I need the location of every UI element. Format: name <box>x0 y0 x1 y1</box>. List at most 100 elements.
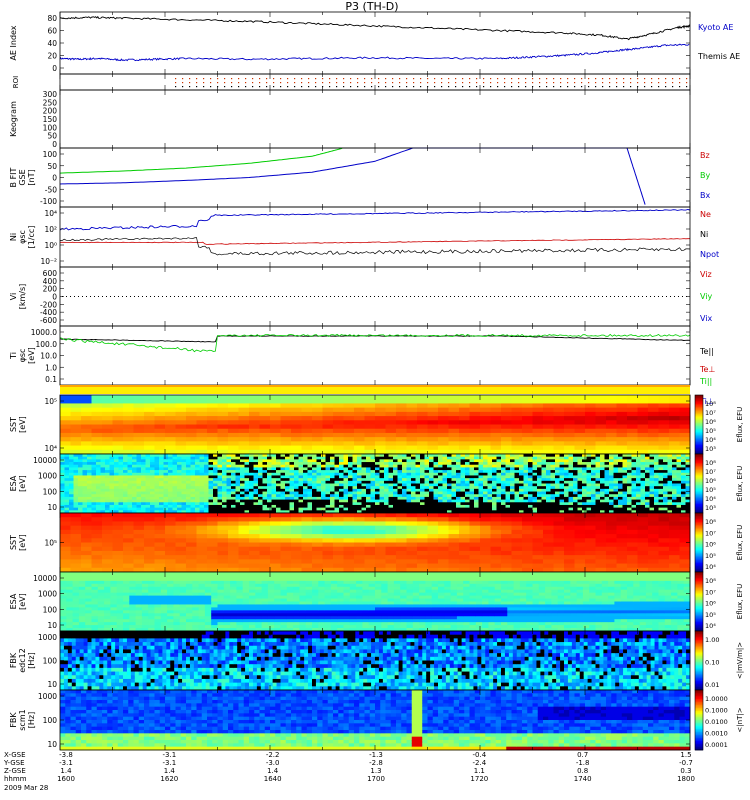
heat-cell <box>325 454 331 458</box>
heat-cell <box>496 491 502 495</box>
roi-dot <box>364 78 366 80</box>
heat-cell <box>402 486 407 490</box>
heat-cell <box>258 502 263 506</box>
heat-cell <box>81 449 92 455</box>
y-tick-label: 10⁴ <box>44 209 57 218</box>
heat-cell <box>186 483 191 487</box>
heat-cell <box>505 470 511 474</box>
zero-dot <box>118 296 119 297</box>
heat-cell <box>492 486 497 490</box>
zero-dot <box>322 296 323 297</box>
roi-dot <box>665 86 667 88</box>
heat-cell <box>168 480 173 484</box>
roi-dot <box>637 82 639 84</box>
heat-cell <box>276 475 281 479</box>
heat-cell <box>334 456 340 460</box>
heat-cell <box>82 478 88 482</box>
heat-cell <box>505 499 511 503</box>
heat-cell <box>393 504 398 509</box>
heat-cell <box>456 480 461 484</box>
heat-cell <box>316 499 322 503</box>
roi-dot <box>238 86 240 88</box>
heat-cell <box>577 504 583 509</box>
heat-cell <box>480 445 491 451</box>
colorbar-cell <box>695 449 703 452</box>
heat-cell <box>658 467 664 471</box>
heat-cell <box>496 496 502 500</box>
heat-cell <box>654 459 659 463</box>
heat-cell <box>456 470 461 474</box>
heat-cell <box>511 441 523 446</box>
heat-cell <box>564 399 575 404</box>
heat-cell <box>186 510 191 514</box>
heat-cell <box>181 478 187 482</box>
heat-cell <box>96 494 101 498</box>
heat-cell <box>208 480 214 484</box>
heat-cell <box>415 499 421 503</box>
heat-cell <box>645 459 650 463</box>
heat-cell <box>267 496 272 500</box>
heat-cell <box>321 510 326 514</box>
heat-cell <box>186 470 191 474</box>
heat-cell <box>523 472 529 476</box>
heat-cell <box>181 486 187 490</box>
heat-cell <box>564 432 575 438</box>
heat-cell <box>177 486 182 490</box>
heat-cell <box>631 464 637 468</box>
heat-cell <box>217 464 223 468</box>
heat-cell <box>606 411 617 417</box>
y-tick-label: 10.0 <box>40 352 57 361</box>
heat-cell <box>370 478 376 482</box>
heat-cell <box>402 483 407 487</box>
roi-dot <box>224 86 226 88</box>
heat-cell <box>402 491 407 495</box>
heat-cell <box>186 538 197 543</box>
heat-cell <box>330 459 335 463</box>
heat-cell <box>442 472 448 476</box>
heat-cell <box>231 459 236 463</box>
heat-cell <box>112 403 124 409</box>
heat-cell <box>199 459 205 463</box>
heat-cell <box>280 449 292 455</box>
heat-cell <box>402 454 407 458</box>
heat-cell <box>393 491 398 495</box>
heat-cell <box>532 488 538 492</box>
roi-dot <box>273 82 275 84</box>
heat-cell <box>574 441 586 446</box>
heat-cell <box>102 432 113 438</box>
heat-cell <box>559 499 565 503</box>
heat-cell <box>469 491 475 495</box>
heat-cell <box>177 488 182 492</box>
heat-cell <box>582 499 587 503</box>
colorbar-cell <box>695 490 703 493</box>
heat-cell <box>60 513 71 518</box>
heat-cell <box>636 491 641 495</box>
roi-dot <box>175 82 177 84</box>
heat-cell <box>375 411 386 417</box>
heat-cell <box>82 504 88 509</box>
heat-cell <box>501 399 512 404</box>
heat-cell <box>270 416 281 421</box>
heat-cell <box>114 496 119 500</box>
heat-cell <box>384 504 389 509</box>
heat-cell <box>532 424 544 430</box>
heat-cell <box>375 491 380 495</box>
heat-cell <box>613 510 619 514</box>
heat-cell <box>60 491 65 495</box>
heat-cell <box>186 449 197 455</box>
heat-cell <box>679 420 691 425</box>
roi-dot <box>518 82 520 84</box>
heat-cell <box>168 456 173 460</box>
heat-cell <box>195 470 200 474</box>
roi-dot <box>196 78 198 80</box>
heat-cell <box>375 475 380 479</box>
heat-cell <box>343 502 349 506</box>
heat-cell <box>609 480 614 484</box>
heat-cell <box>496 470 502 474</box>
heat-cell <box>244 459 250 463</box>
heat-cell <box>123 510 128 514</box>
heat-cell <box>213 491 218 495</box>
heat-cell <box>568 486 574 490</box>
heat-cell <box>433 478 439 482</box>
heat-cell <box>91 499 97 503</box>
